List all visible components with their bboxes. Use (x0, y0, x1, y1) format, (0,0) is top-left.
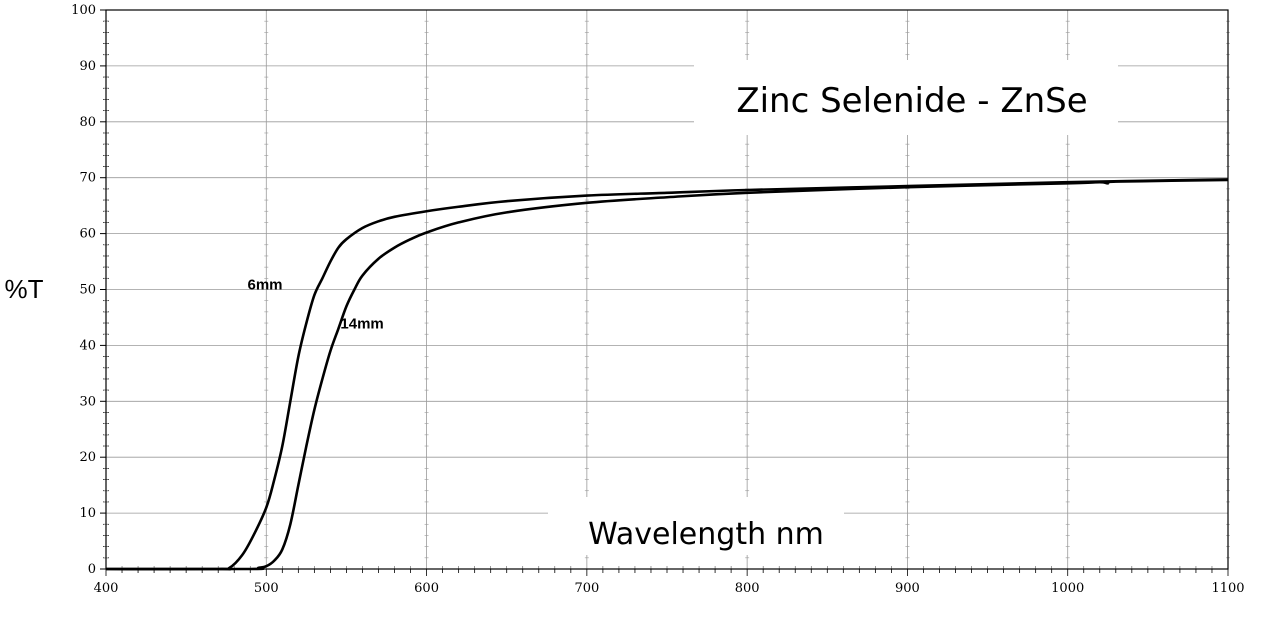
x-tick-label: 1100 (1211, 581, 1244, 596)
title-background (694, 60, 1118, 135)
x-tick-label: 1000 (1051, 581, 1084, 596)
series-lines (105, 178, 1229, 571)
series-label-6mm: 6mm (248, 277, 283, 294)
y-tick-label: 90 (79, 59, 96, 74)
y-tick-label: 20 (79, 450, 96, 465)
y-tick-label: 50 (79, 283, 96, 298)
series-label-14mm: 14mm (340, 316, 383, 333)
tick-labels: 400 500 600 700 800 900 1000 1100 0 10 20 30 40 50 60 7… (71, 3, 1244, 596)
x-tick-label: 900 (895, 581, 920, 596)
x-tick-label: 700 (574, 581, 599, 596)
x-tick-label: 400 (94, 581, 119, 596)
series-line-14mm (105, 178, 1229, 571)
y-tick-label: 10 (79, 506, 96, 521)
series-line-6mm (105, 178, 1229, 571)
x-tick-label: 800 (735, 581, 760, 596)
y-tick-label: 30 (79, 394, 96, 409)
plot-frame (105, 9, 1229, 570)
chart-title: Zinc Selenide - ZnSe (736, 81, 1087, 121)
y-axis-title: %T (5, 274, 44, 304)
y-tick-label: 100 (71, 3, 96, 18)
y-tick-label: 60 (79, 227, 96, 242)
y-tick-label: 80 (79, 115, 96, 130)
y-tick-label: 40 (79, 338, 96, 353)
series-labels: 6mm 14mm (248, 277, 384, 333)
x-tick-label: 600 (414, 581, 439, 596)
x-tick-label: 500 (254, 581, 279, 596)
xlabel-background (548, 497, 844, 555)
y-tick-label: 0 (88, 562, 96, 577)
x-axis-title: Wavelength nm (588, 517, 824, 552)
y-tick-label: 70 (79, 171, 96, 186)
